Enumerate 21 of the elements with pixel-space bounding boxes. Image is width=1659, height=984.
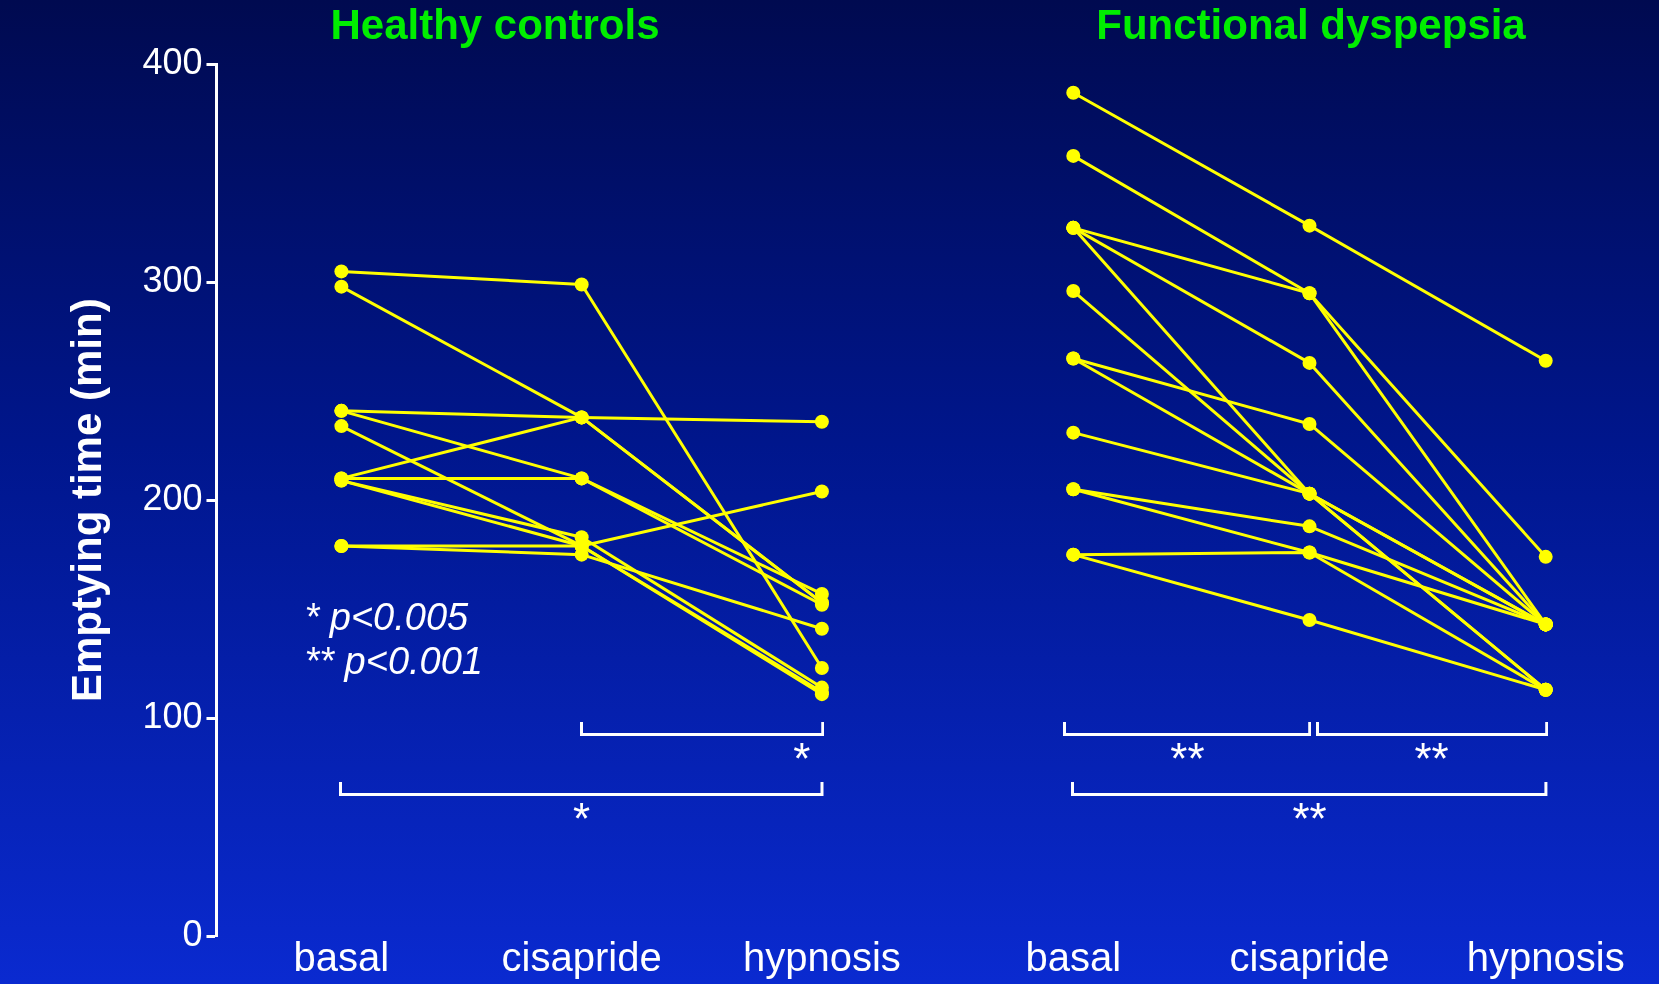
y-tick-label: 200: [142, 477, 203, 519]
y-tick-label: 0: [182, 912, 203, 954]
y-axis-title: Emptying time (min): [62, 298, 110, 703]
annotation: **: [1292, 794, 1327, 843]
x-tick-label: hypnosis: [1466, 935, 1625, 980]
x-tick-label: basal: [1025, 935, 1122, 980]
chart-title: Healthy controls: [330, 0, 660, 48]
y-tick-label: 300: [142, 259, 203, 301]
chart-title: Functional dyspepsia: [1096, 0, 1527, 48]
x-tick-label: cisapride: [501, 935, 662, 980]
annotation: *: [793, 734, 811, 783]
y-tick-label: 400: [142, 41, 203, 83]
annotation: ** p<0.001: [304, 639, 484, 683]
x-tick-label: cisapride: [1229, 935, 1390, 980]
annotation: *: [573, 794, 591, 843]
x-tick-label: hypnosis: [742, 935, 901, 980]
annotation: * p<0.005: [304, 596, 469, 640]
annotation: **: [1170, 734, 1205, 783]
annotation: **: [1414, 734, 1449, 783]
y-tick-label: 100: [142, 695, 203, 737]
x-tick-label: basal: [293, 935, 390, 980]
